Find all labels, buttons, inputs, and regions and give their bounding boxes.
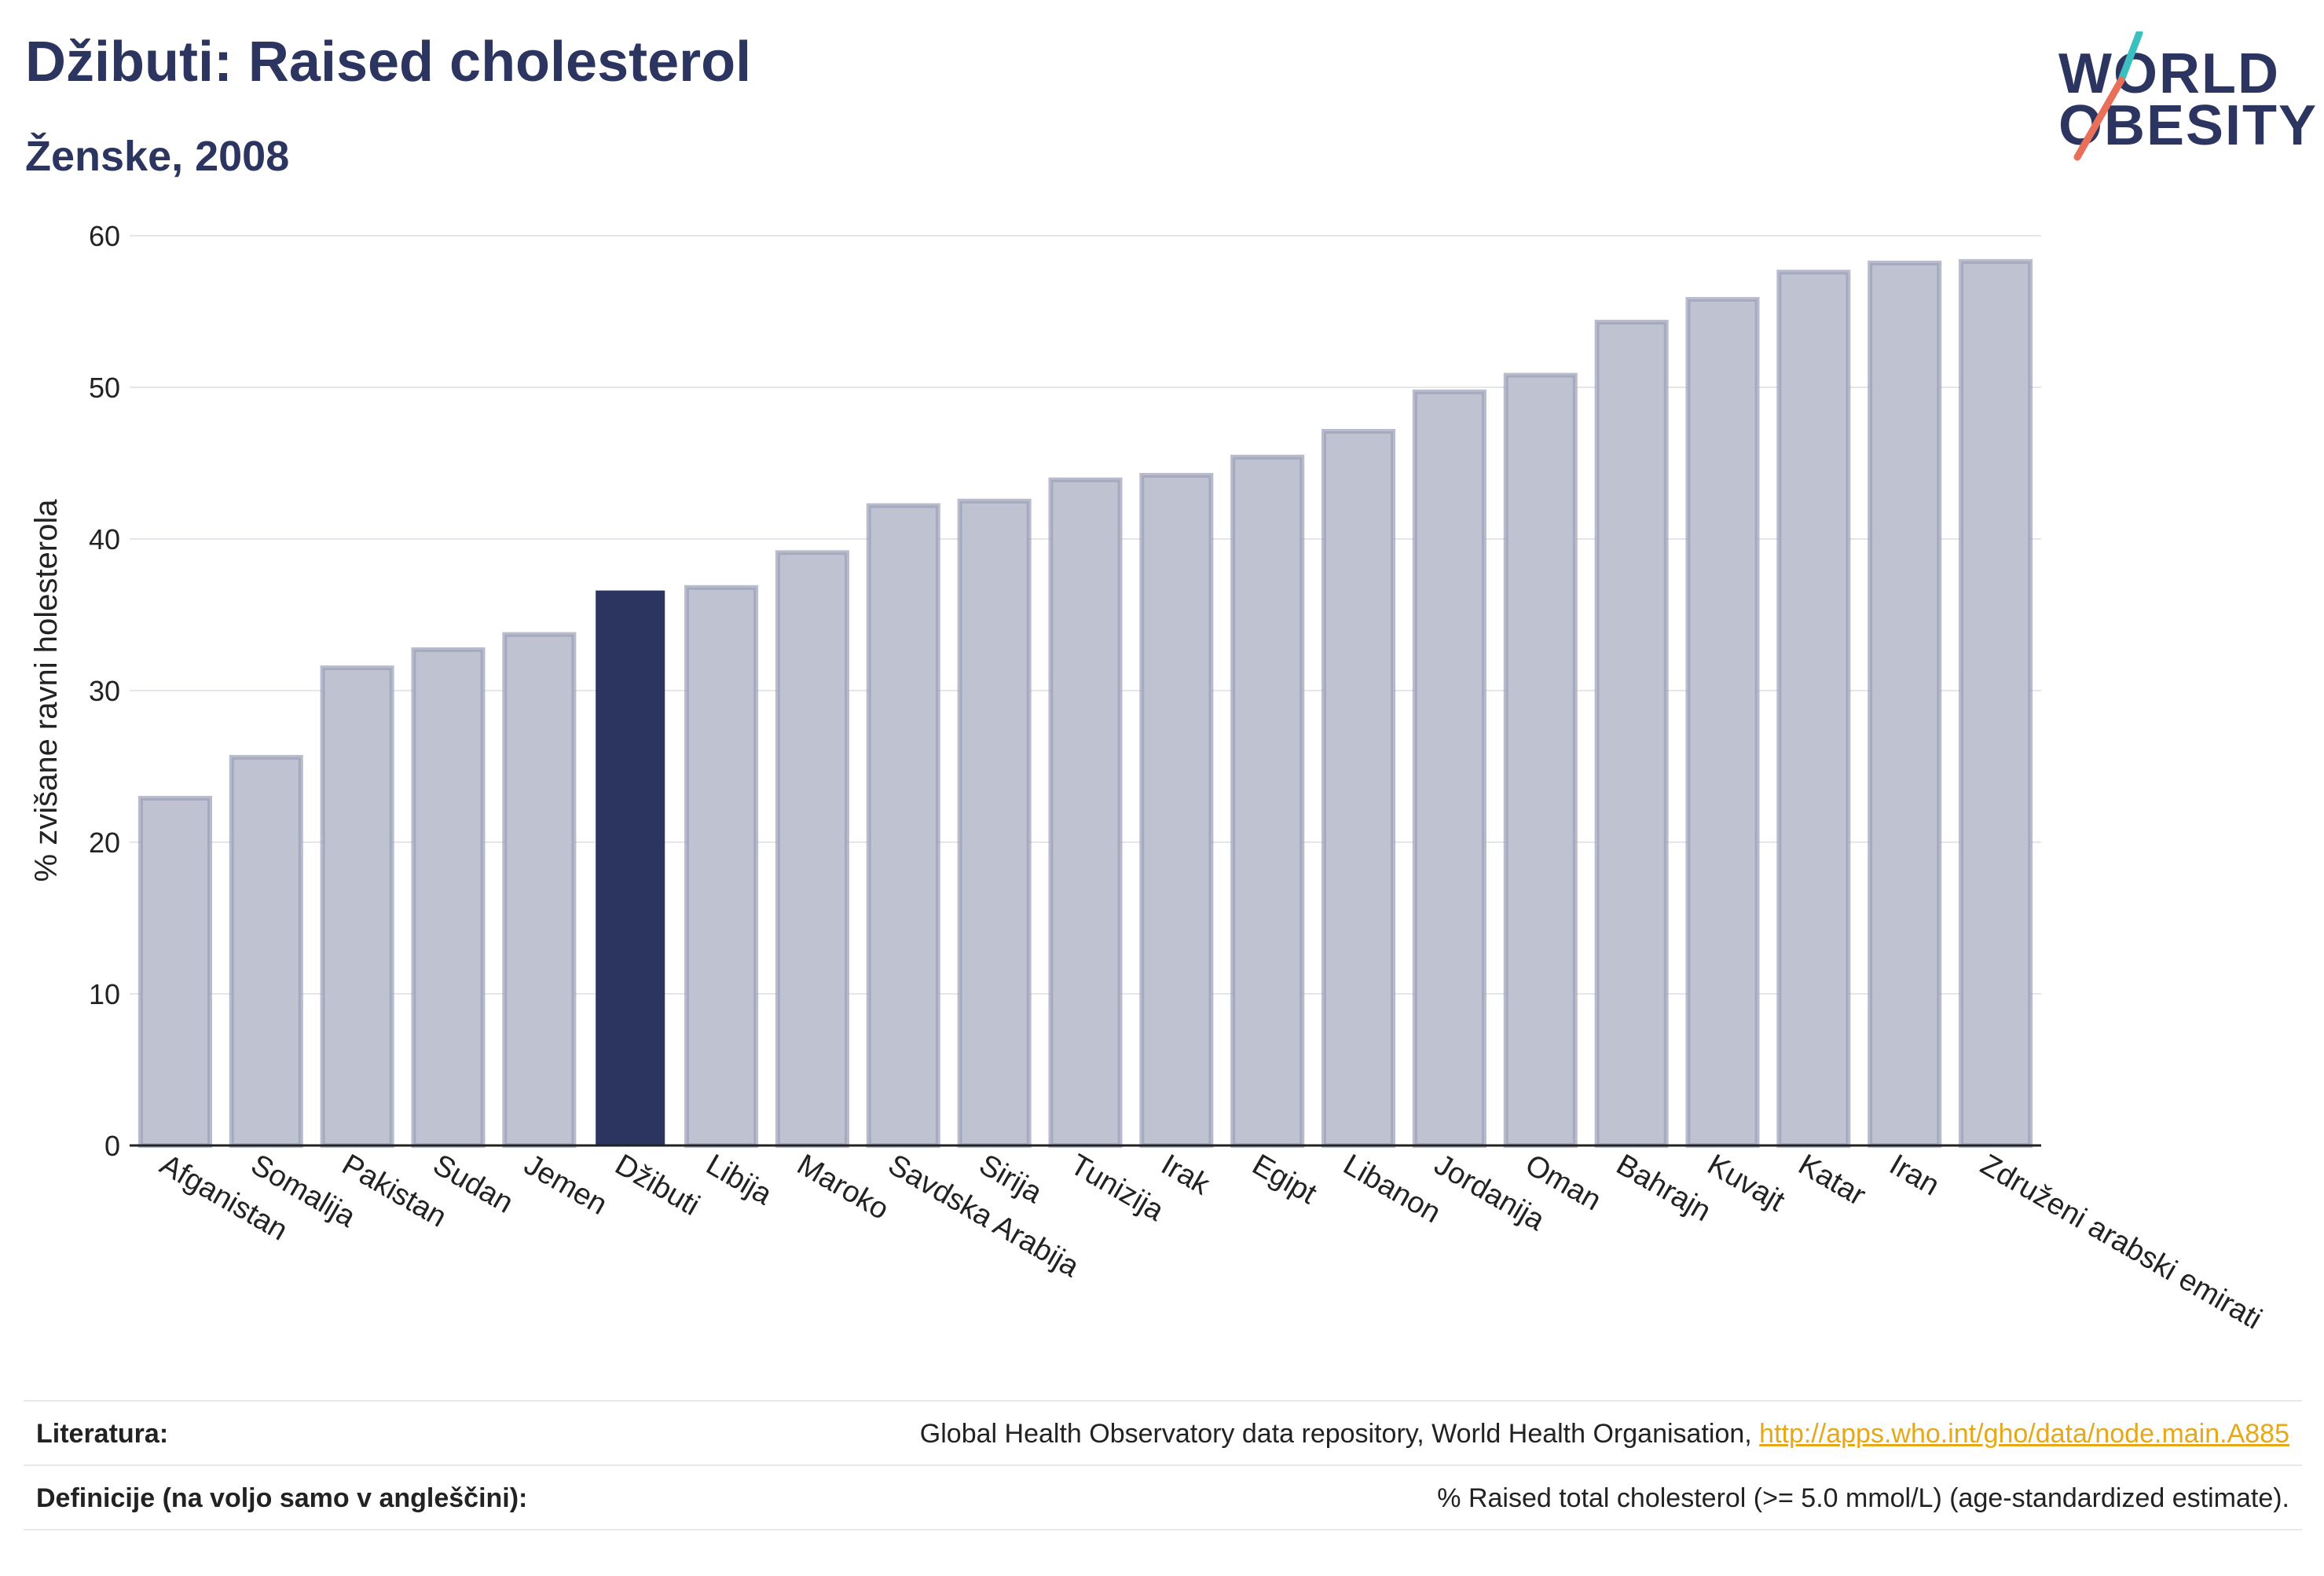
world-obesity-logo: WORLD OBESITY <box>2058 31 2316 169</box>
bar <box>1048 477 1123 1149</box>
bar <box>957 498 1032 1148</box>
y-tick-label: 30 <box>89 675 120 707</box>
logo-text-line2: OBESITY <box>2058 94 2319 157</box>
bar <box>320 665 394 1148</box>
bar <box>1139 472 1214 1148</box>
x-tick-label: Jemen <box>519 1148 613 1221</box>
source-text: Global Health Observatory data repositor… <box>919 1419 1760 1449</box>
footer-source-row: Literatura: Global Health Observatory da… <box>24 1400 2302 1466</box>
bar <box>229 754 303 1148</box>
bar <box>137 796 212 1149</box>
bar <box>1321 428 1396 1149</box>
source-link[interactable]: http://apps.who.int/gho/data/node.main.A… <box>1759 1419 2289 1449</box>
y-tick-label: 40 <box>89 523 120 555</box>
source-value: Global Health Observatory data repositor… <box>920 1419 2289 1450</box>
source-label: Literatura: <box>36 1419 169 1449</box>
bar <box>411 647 486 1148</box>
x-tick-label: Libanon <box>1338 1148 1446 1230</box>
footer-definition-row: Definicije (na voljo samo v angleščini):… <box>24 1464 2302 1530</box>
bar <box>1959 258 2033 1148</box>
x-tick-label: Libija <box>701 1148 779 1211</box>
x-tick-label: Kuvajt <box>1702 1148 1791 1218</box>
bar-chart: 0 10 20 30 40 50 60 % zvišane ravni holesterola… <box>29 220 2267 1336</box>
y-tick-label: 50 <box>89 372 120 404</box>
x-tick-label: Katar <box>1793 1148 1871 1212</box>
bar <box>502 632 577 1148</box>
x-tick-label: Džibuti <box>610 1148 706 1222</box>
y-tick-label: 60 <box>89 220 120 252</box>
y-tick-label: 10 <box>89 978 120 1010</box>
logo-slash-icon <box>2073 31 2143 161</box>
x-tick-label: Pakistan <box>336 1148 452 1233</box>
footer-divider <box>24 1529 2302 1530</box>
bar-highlight <box>596 590 665 1145</box>
bar <box>1594 320 1669 1148</box>
page-subtitle: Ženske, 2008 <box>25 133 290 180</box>
y-tick-label: 20 <box>89 826 120 859</box>
bar <box>684 585 759 1148</box>
x-tick-label: Tunizija <box>1065 1148 1170 1228</box>
bar <box>775 550 849 1148</box>
bar <box>1868 260 1942 1149</box>
bar <box>866 503 940 1149</box>
bar <box>1503 372 1578 1148</box>
bar <box>1412 389 1486 1149</box>
page-title: Džibuti: Raised cholesterol <box>25 31 752 93</box>
logo-text-line1: WORLD <box>2058 42 2280 105</box>
x-tick-label: Irak <box>1156 1148 1216 1202</box>
definition-value: % Raised total cholesterol (>= 5.0 mmol/… <box>1437 1483 2289 1513</box>
x-tick-label: Bahrajn <box>1611 1148 1716 1228</box>
x-tick-label: Maroko <box>791 1148 894 1226</box>
definition-label: Definicije (na voljo samo v angleščini): <box>36 1483 528 1513</box>
bar <box>1230 454 1305 1148</box>
x-tick-label: Združeni arabski emirati <box>1975 1148 2267 1336</box>
y-axis-label: % zvišane ravni holesterola <box>29 499 64 882</box>
bar <box>1685 297 1760 1148</box>
bar <box>1776 269 1851 1149</box>
y-tick-label: 0 <box>104 1130 120 1162</box>
x-tick-label: Iran <box>1884 1148 1945 1202</box>
x-tick-label: Egipt <box>1247 1148 1322 1211</box>
